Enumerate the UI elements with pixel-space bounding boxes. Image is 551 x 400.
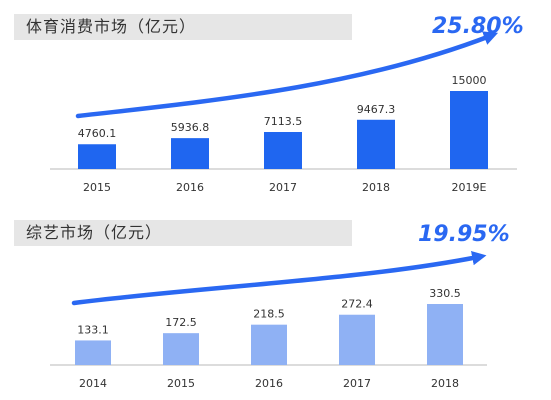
- data-label: 133.1: [77, 323, 109, 336]
- growth-rate-label: 25.80%: [432, 14, 524, 39]
- x-tick-label: 2016: [176, 181, 204, 194]
- chart-title-bar: 综艺市场（亿元）: [14, 220, 352, 246]
- x-tick-label: 2014: [79, 377, 107, 390]
- x-tick-label: 2018: [431, 377, 459, 390]
- data-label: 172.5: [165, 316, 197, 329]
- bar: [75, 340, 111, 365]
- bar: [427, 304, 463, 365]
- chart-panel-variety: 综艺市场（亿元） 133.1 2014 172.5 2015 218.5 2016 272.…: [0, 200, 551, 400]
- data-label: 7113.5: [264, 115, 303, 128]
- bar-chart-sports: 4760.1 2015 5936.8 2016 7113.5 2017 9467.3 2018…: [50, 31, 517, 194]
- data-label: 9467.3: [357, 103, 396, 116]
- trend-arrow: [71, 251, 487, 306]
- chart-title-bar: 体育消费市场（亿元）: [14, 14, 352, 40]
- chart-title: 综艺市场（亿元）: [26, 223, 163, 242]
- data-label: 272.4: [341, 298, 373, 311]
- data-label: 4760.1: [78, 127, 117, 140]
- data-label: 5936.8: [171, 121, 210, 134]
- data-label: 218.5: [253, 308, 285, 321]
- x-tick-label: 2018: [362, 181, 390, 194]
- chart-title: 体育消费市场（亿元）: [26, 17, 197, 36]
- growth-rate-label: 19.95%: [418, 222, 510, 247]
- data-label: 330.5: [429, 287, 461, 300]
- bar: [450, 91, 488, 169]
- trend-arrow: [75, 31, 499, 119]
- data-label: 15000: [452, 74, 487, 87]
- bar-chart-variety: 133.1 2014 172.5 2015 218.5 2016 272.4 2017 330.…: [50, 251, 487, 390]
- bar: [171, 138, 209, 169]
- bar: [339, 314, 375, 365]
- bar: [251, 324, 287, 365]
- x-tick-label: 2015: [83, 181, 111, 194]
- bar: [78, 144, 116, 169]
- x-tick-label: 2016: [255, 377, 283, 390]
- x-tick-label: 2017: [343, 377, 371, 390]
- bar: [163, 333, 199, 365]
- chart-panel-sports: 体育消费市场（亿元） 4760.1 2015 5936.8 2016 7113.5 201…: [14, 14, 524, 194]
- x-tick-label: 2017: [269, 181, 297, 194]
- x-tick-label: 2019E: [452, 181, 487, 194]
- bar: [357, 119, 395, 169]
- x-tick-label: 2015: [167, 377, 195, 390]
- bar: [264, 132, 302, 169]
